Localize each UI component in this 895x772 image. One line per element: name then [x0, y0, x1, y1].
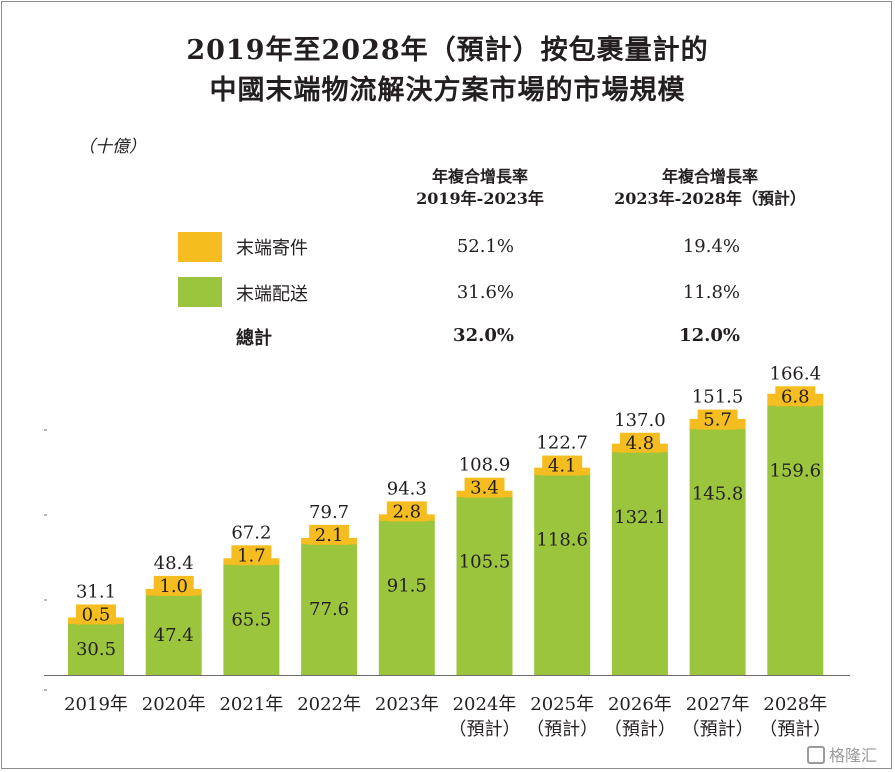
category-label-3-0: 2022年 — [297, 694, 361, 715]
legend-swatch-delivery — [178, 277, 222, 307]
cagr-sending-2019-2023: 52.1% — [456, 236, 514, 257]
badge-sending-1 — [153, 575, 194, 596]
bar-delivery-8 — [689, 428, 746, 675]
category-label-8-0: 2027年 — [686, 694, 750, 715]
legend-label-sending: 末端寄件 — [236, 238, 308, 259]
unit-label: （十億） — [78, 137, 146, 157]
bar-delivery-0 — [68, 623, 124, 675]
bar-delivery-9 — [767, 405, 824, 675]
category-label-6-1: （預計） — [526, 719, 598, 740]
category-label-7-0: 2026年 — [608, 694, 672, 715]
category-label-7-1: （預計） — [604, 719, 676, 740]
label-total-6: 122.7 — [536, 433, 588, 454]
label-total-1: 48.4 — [154, 553, 194, 574]
legend-swatch-sending — [178, 232, 222, 262]
label-delivery-2: 65.5 — [231, 610, 271, 631]
bar-delivery-6 — [534, 474, 591, 675]
cagr-total-2019-2023: 32.0% — [453, 325, 514, 346]
badge-sending-4 — [386, 501, 427, 522]
label-delivery-8: 145.8 — [692, 484, 744, 505]
category-label-8-1: （預計） — [682, 719, 754, 740]
bar-delivery-1 — [145, 594, 202, 675]
cagr-header-2023-2028: 年複合增長率 2023年-2028年（預計） — [590, 166, 830, 210]
cagr-delivery-2023-2028: 11.8% — [682, 282, 740, 303]
cagr-sending-2023-2028: 19.4% — [682, 236, 740, 257]
chart-title-line1: 2019年至2028年（預計）按包裹量計的 — [186, 35, 709, 66]
category-label-9-0: 2028年 — [763, 694, 827, 715]
category-label-0-0: 2019年 — [64, 694, 128, 715]
label-sending-9: 6.8 — [781, 386, 810, 407]
label-delivery-4: 91.5 — [387, 575, 427, 596]
category-label-5-0: 2024年 — [453, 694, 517, 715]
bar-delivery-4 — [378, 520, 435, 675]
badge-sending-7 — [619, 432, 660, 453]
label-delivery-0: 30.5 — [76, 639, 116, 660]
badge-sending-0 — [76, 604, 116, 625]
watermark: 格隆汇 — [806, 742, 877, 766]
label-total-4: 94.3 — [387, 478, 427, 499]
category-label-1-0: 2020年 — [142, 694, 206, 715]
cagr-header-2-line2: 2023年-2028年（預計） — [614, 189, 806, 208]
legend-label-total: 總計 — [236, 328, 272, 349]
bar-delivery-3 — [301, 543, 358, 675]
label-sending-7: 4.8 — [626, 433, 655, 454]
badge-sending-2 — [231, 545, 272, 566]
label-delivery-6: 118.6 — [536, 530, 588, 551]
label-total-8: 151.5 — [692, 387, 744, 408]
label-delivery-5: 105.5 — [459, 552, 511, 573]
label-total-9: 166.4 — [770, 363, 822, 384]
category-label-6-0: 2025年 — [530, 694, 594, 715]
label-sending-4: 2.8 — [392, 501, 421, 522]
label-delivery-9: 159.6 — [770, 460, 822, 481]
label-delivery-3: 77.6 — [309, 599, 349, 620]
category-label-5-1: （預計） — [449, 719, 521, 740]
cagr-header-1-line1: 年複合增長率 — [431, 167, 528, 186]
label-sending-1: 1.0 — [159, 576, 188, 597]
category-label-9-1: （預計） — [759, 719, 831, 740]
label-total-0: 31.1 — [76, 581, 116, 602]
cagr-delivery-2019-2023: 31.6% — [456, 282, 514, 303]
label-sending-8: 5.7 — [703, 410, 732, 431]
badge-sending-3 — [309, 524, 350, 545]
cagr-total-2023-2028: 12.0% — [679, 325, 740, 346]
label-delivery-1: 47.4 — [154, 625, 194, 646]
watermark-text: 格隆汇 — [828, 746, 877, 765]
chart-title-line2: 中國末端物流解決方案市場的市場規模 — [209, 75, 686, 106]
label-sending-6: 4.1 — [548, 456, 577, 477]
label-sending-5: 3.4 — [470, 478, 499, 499]
label-total-3: 79.7 — [309, 502, 349, 523]
legend-label-delivery: 末端配送 — [236, 284, 308, 305]
cagr-header-2019-2023: 年複合增長率 2019年-2023年 — [390, 166, 570, 210]
label-total-2: 67.2 — [231, 522, 271, 543]
label-sending-0: 0.5 — [82, 604, 111, 625]
label-total-7: 137.0 — [614, 410, 666, 431]
bar-delivery-2 — [223, 564, 280, 675]
bar-delivery-5 — [456, 496, 513, 675]
label-total-5: 108.9 — [459, 455, 511, 476]
badge-sending-9 — [775, 386, 816, 407]
badge-sending-5 — [464, 477, 505, 498]
badge-sending-6 — [542, 455, 583, 476]
category-label-2-0: 2021年 — [219, 694, 283, 715]
badge-sending-8 — [697, 409, 738, 430]
watermark-logo-icon — [806, 746, 825, 764]
label-sending-3: 2.1 — [315, 525, 344, 546]
bar-delivery-7 — [611, 451, 668, 675]
cagr-header-2-line1: 年複合增長率 — [661, 167, 758, 186]
cagr-header-1-line2: 2019年-2023年 — [416, 189, 544, 208]
label-sending-2: 1.7 — [237, 545, 266, 566]
category-label-4-0: 2023年 — [375, 694, 439, 715]
label-delivery-7: 132.1 — [614, 507, 666, 528]
